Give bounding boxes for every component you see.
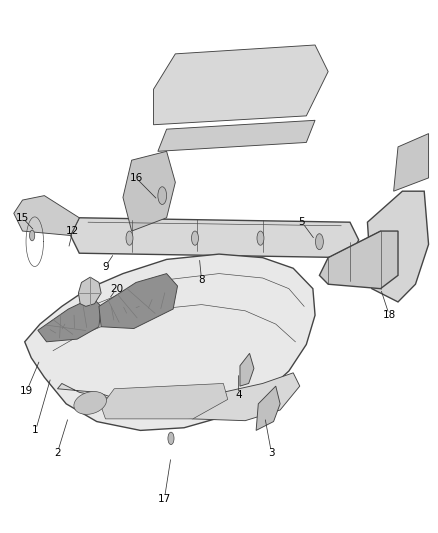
Text: 19: 19 <box>20 385 34 395</box>
Polygon shape <box>71 218 359 257</box>
Polygon shape <box>57 373 300 421</box>
Circle shape <box>29 230 35 241</box>
Polygon shape <box>394 134 428 191</box>
Text: 20: 20 <box>110 284 123 294</box>
Text: 4: 4 <box>235 390 242 400</box>
Text: 17: 17 <box>158 494 171 504</box>
Text: 9: 9 <box>102 262 109 271</box>
Circle shape <box>315 233 323 249</box>
Circle shape <box>257 231 264 245</box>
Polygon shape <box>367 191 428 302</box>
Polygon shape <box>78 277 101 306</box>
Circle shape <box>168 432 174 445</box>
Polygon shape <box>38 297 101 342</box>
Text: 12: 12 <box>66 226 79 236</box>
Polygon shape <box>14 196 79 236</box>
Circle shape <box>191 231 198 245</box>
Text: 2: 2 <box>54 448 61 457</box>
Polygon shape <box>101 383 228 419</box>
Polygon shape <box>25 254 315 431</box>
Polygon shape <box>256 386 280 431</box>
Text: 8: 8 <box>198 275 205 285</box>
Polygon shape <box>319 231 398 289</box>
Text: 15: 15 <box>16 213 29 223</box>
Polygon shape <box>240 353 254 386</box>
Polygon shape <box>123 151 175 231</box>
Polygon shape <box>99 273 177 328</box>
Ellipse shape <box>74 392 106 414</box>
Text: 16: 16 <box>129 173 143 183</box>
Polygon shape <box>153 45 328 125</box>
Polygon shape <box>158 120 315 151</box>
Text: 5: 5 <box>299 217 305 227</box>
Circle shape <box>158 187 166 205</box>
Circle shape <box>126 231 133 245</box>
Text: 1: 1 <box>32 425 39 435</box>
Text: 18: 18 <box>383 310 396 320</box>
Text: 3: 3 <box>268 448 275 457</box>
